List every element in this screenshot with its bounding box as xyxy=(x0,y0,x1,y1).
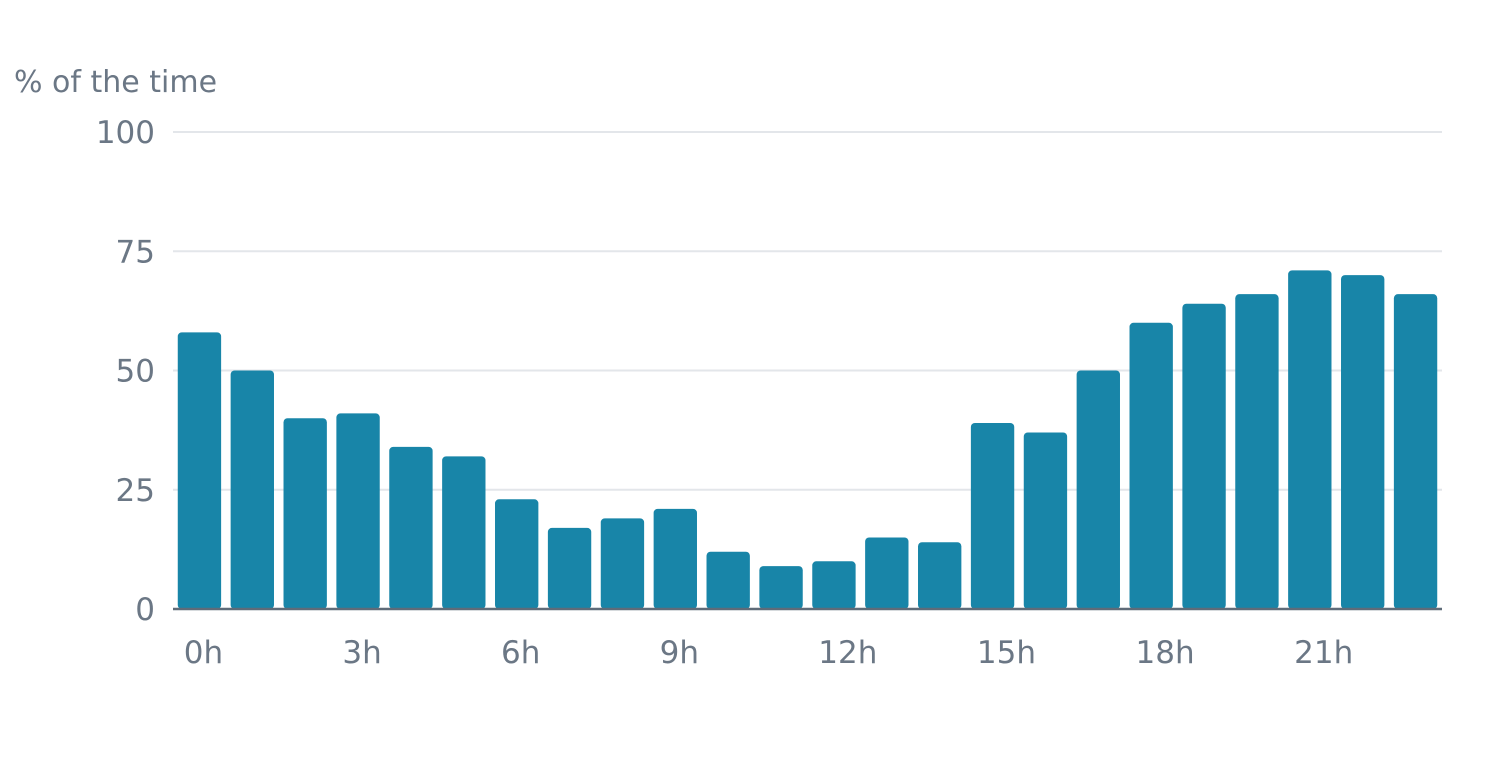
bar-10h xyxy=(706,551,750,609)
x-tick-label-12h: 12h xyxy=(818,635,877,671)
gridlines xyxy=(173,131,1442,491)
y-tick-label-25: 25 xyxy=(116,473,155,509)
bar-16h xyxy=(1023,432,1068,609)
bar-2h xyxy=(283,418,327,609)
x-tick-label-6h: 6h xyxy=(501,635,540,671)
y-tick-label-0: 0 xyxy=(135,592,155,628)
x-tick-label-9h: 9h xyxy=(660,635,699,671)
x-axis-ticks: 0h 3h 6h 9h 12h 15h 18h 21h xyxy=(184,635,1353,671)
bar-7h xyxy=(547,527,592,609)
y-tick-label-50: 50 xyxy=(116,354,155,390)
y-axis-label: % of the time xyxy=(14,65,217,100)
y-tick-label-100: 100 xyxy=(96,115,155,151)
bar-13h xyxy=(865,537,909,609)
bar-9h xyxy=(653,508,697,609)
bar-21h xyxy=(1288,270,1332,609)
bar-12h xyxy=(812,561,856,609)
bar-18h xyxy=(1129,322,1173,609)
bars xyxy=(177,270,1438,609)
bar-0h xyxy=(177,332,222,609)
bar-15h xyxy=(970,422,1015,609)
bar-6h xyxy=(495,499,539,609)
bar-4h xyxy=(389,446,433,609)
bar-20h xyxy=(1235,294,1279,609)
y-axis-ticks: 0 25 50 75 100 xyxy=(96,115,155,628)
bar-3h xyxy=(336,413,380,609)
bar-8h xyxy=(600,518,645,609)
x-tick-label-21h: 21h xyxy=(1294,635,1353,671)
x-tick-label-0h: 0h xyxy=(184,635,223,671)
bar-5h xyxy=(442,456,486,609)
bar-11h xyxy=(759,566,803,609)
x-tick-label-18h: 18h xyxy=(1136,635,1195,671)
bar-22h xyxy=(1341,275,1385,609)
bar-17h xyxy=(1076,370,1120,609)
bar-19h xyxy=(1182,303,1226,609)
x-tick-label-15h: 15h xyxy=(977,635,1036,671)
bar-1h xyxy=(230,370,274,609)
x-tick-label-3h: 3h xyxy=(342,635,381,671)
bar-14h xyxy=(918,542,962,609)
bar-23h xyxy=(1393,294,1438,609)
y-tick-label-75: 75 xyxy=(116,234,155,270)
